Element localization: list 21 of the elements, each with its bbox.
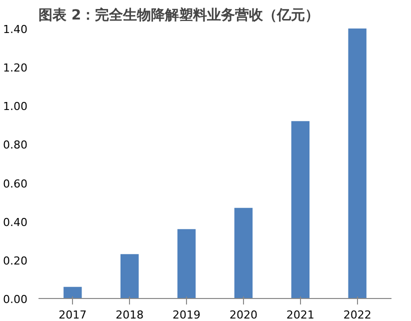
bar — [234, 208, 253, 298]
y-tick-label: 1.20 — [3, 62, 28, 75]
chart-title: 图表 2：完全生物降解塑料业务营收（亿元） — [38, 6, 320, 24]
y-tick-label: 0.20 — [3, 254, 28, 268]
y-tick-label: 0.80 — [3, 138, 28, 152]
bar — [64, 286, 82, 298]
y-tick-label: 1.00 — [3, 100, 28, 114]
x-tick-label: 2020 — [229, 308, 258, 321]
bar — [177, 229, 196, 298]
y-tick-label: 0.40 — [3, 216, 28, 229]
y-tick-label: 1.40 — [3, 23, 28, 36]
x-tick-label: 2017 — [58, 308, 87, 321]
y-tick-label: 0.00 — [3, 293, 28, 306]
x-tick-label: 2021 — [286, 308, 314, 321]
x-tick-label: 2019 — [172, 308, 201, 321]
bar — [120, 254, 139, 298]
bar — [291, 121, 310, 298]
x-tick-label: 2022 — [343, 308, 372, 321]
y-tick-label: 0.60 — [3, 177, 28, 190]
x-tick-label: 2018 — [116, 308, 144, 321]
bar — [348, 28, 366, 298]
